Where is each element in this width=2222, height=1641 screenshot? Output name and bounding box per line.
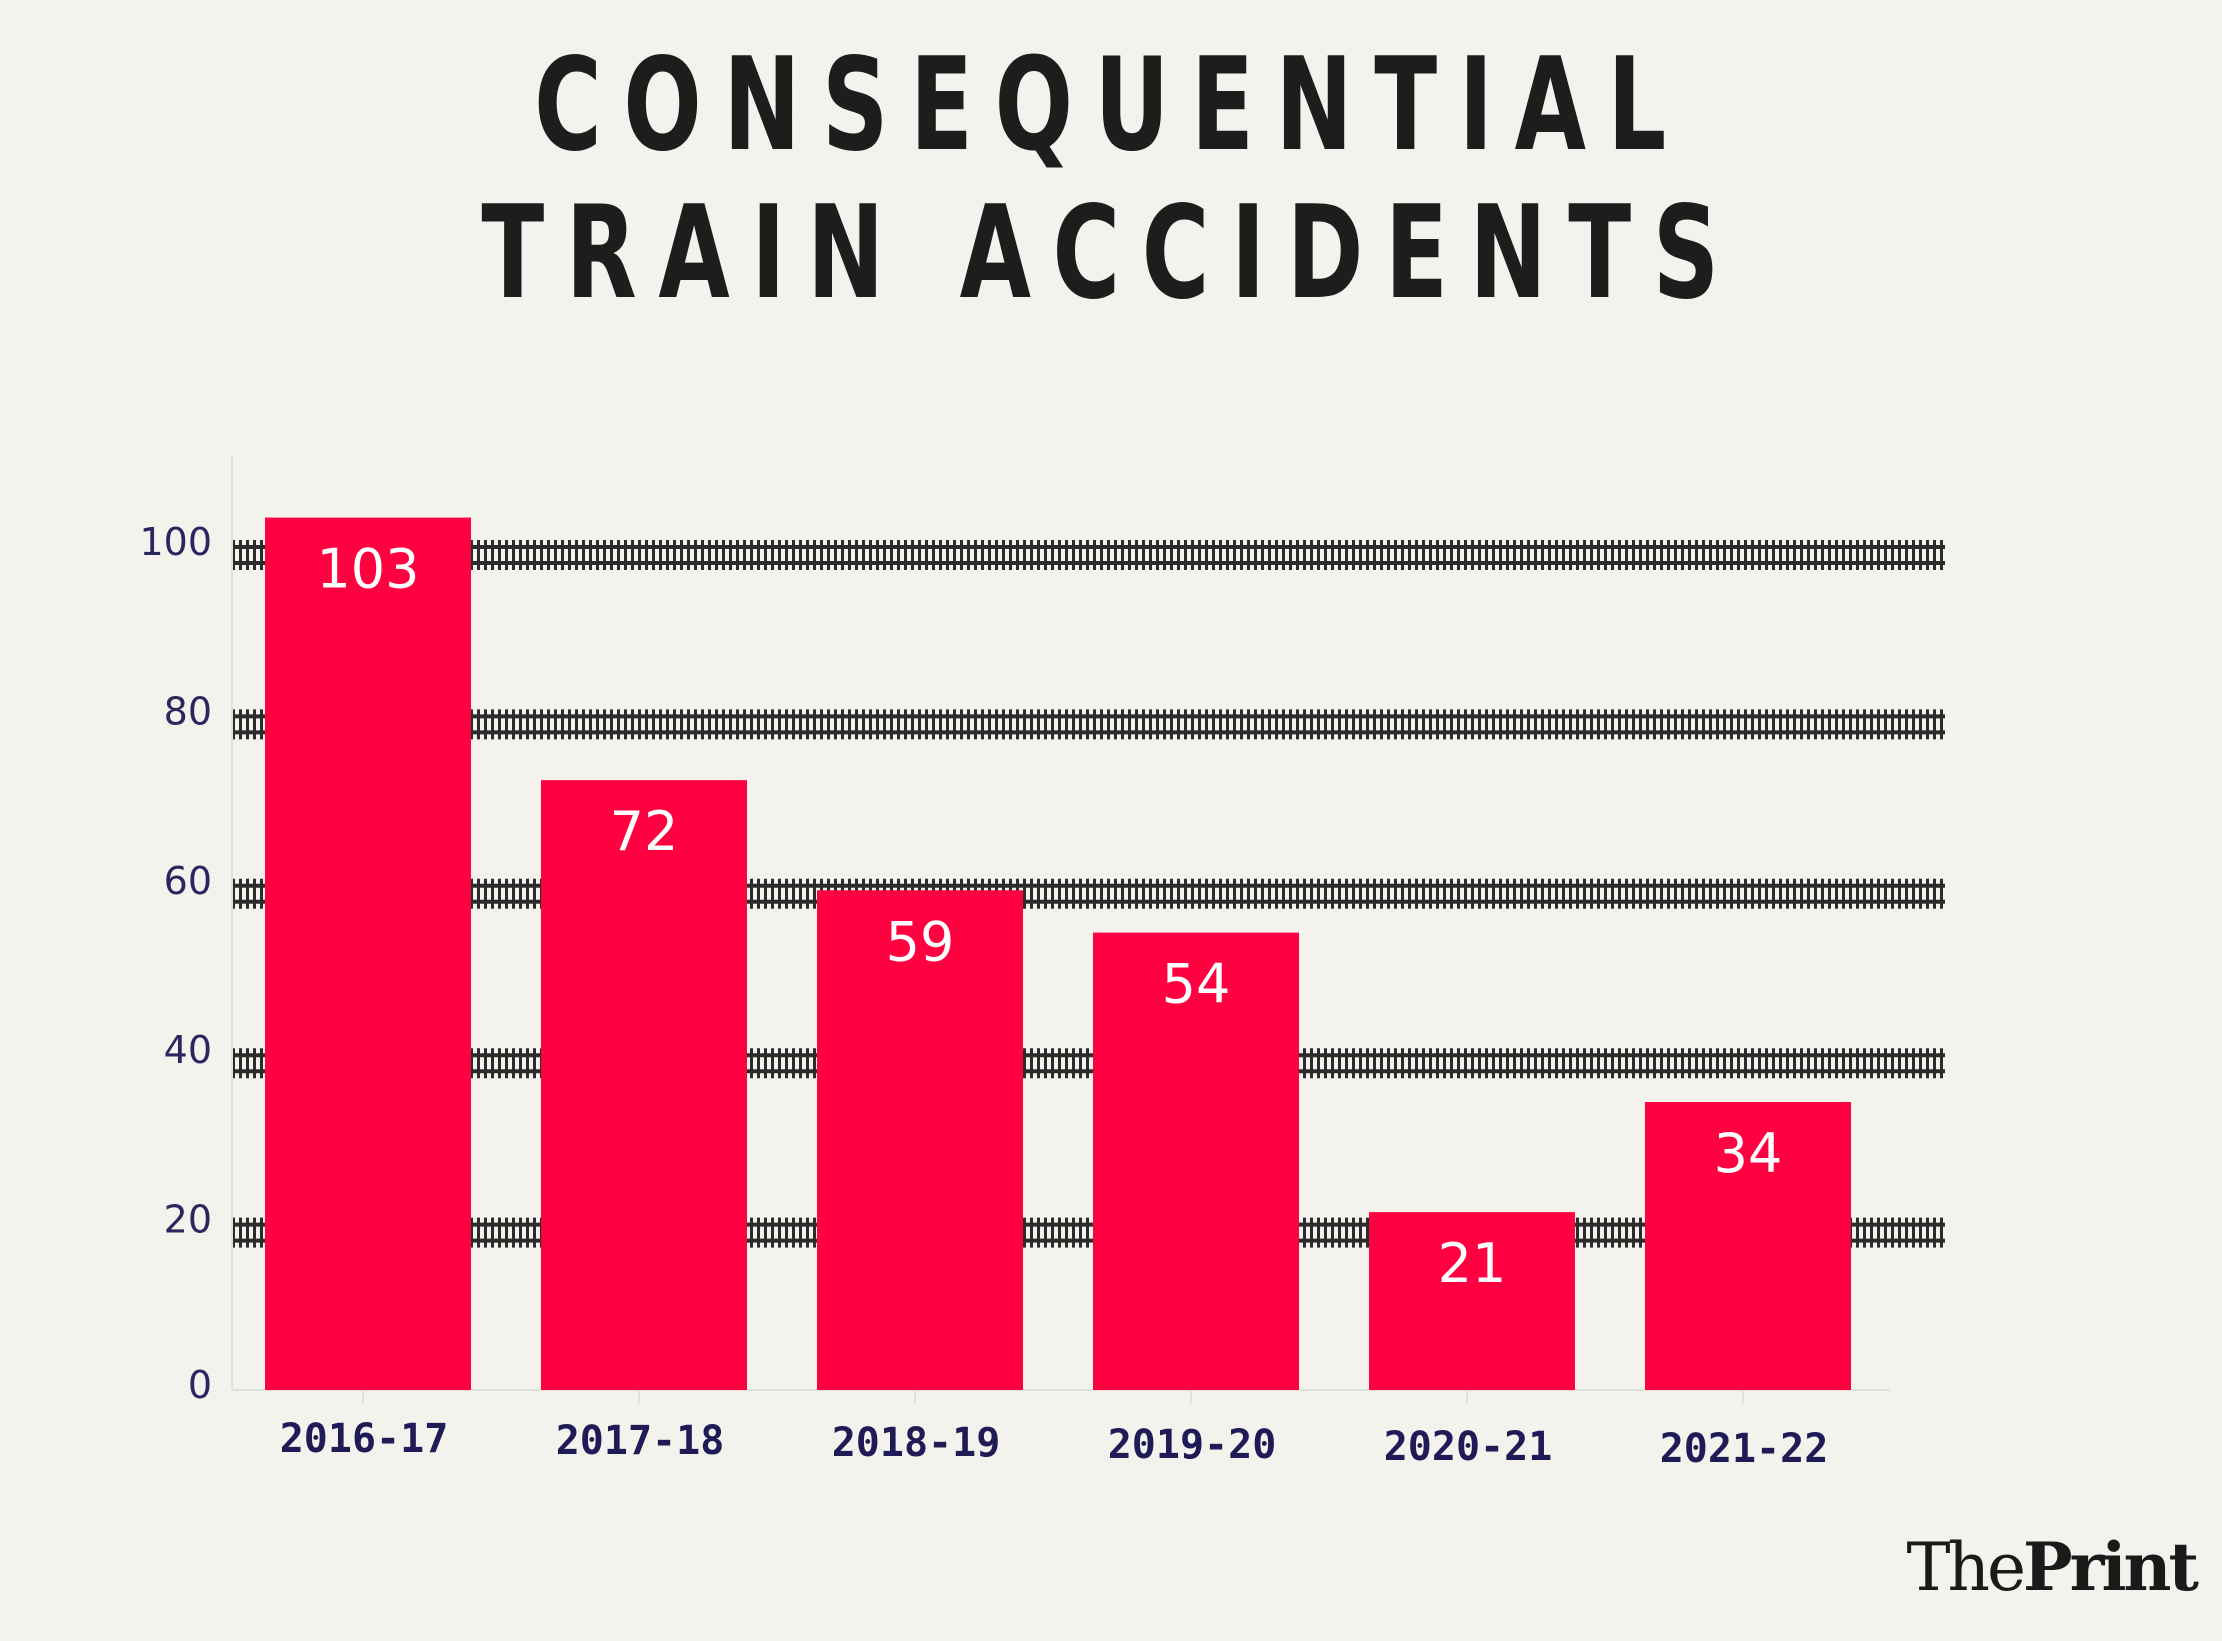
logo-print: Print	[2023, 1528, 2199, 1606]
bar-2019-20	[1093, 932, 1299, 1390]
gridline-track-40	[232, 1048, 1945, 1079]
bar-2016-17	[265, 517, 471, 1390]
logo-the: The	[1906, 1529, 2026, 1606]
data-label-2020-21: 21	[1438, 1232, 1507, 1295]
railway-gridlines	[232, 540, 1945, 1248]
data-label-2017-18: 72	[610, 800, 679, 863]
gridline-track-100	[232, 540, 1945, 570]
x-tick-label-2017-18: 2017-18	[556, 1418, 725, 1464]
bar-2020-21	[1369, 1212, 1575, 1390]
x-tick-label-2021-22: 2021-22	[1660, 1426, 1829, 1472]
bars	[265, 517, 1851, 1390]
chart-title-line-1: CONSEQUENTIAL	[534, 31, 1688, 180]
bar-2018-19	[817, 890, 1023, 1390]
data-label-2021-22: 34	[1714, 1122, 1783, 1185]
y-tick-label-20: 20	[164, 1198, 212, 1242]
data-label-2016-17: 103	[316, 538, 419, 601]
theprint-logo: ThePrint	[1906, 1534, 2199, 1601]
bar-2021-22	[1645, 1102, 1851, 1390]
bar-2017-18	[541, 780, 747, 1390]
y-tick-label-40: 40	[164, 1028, 212, 1072]
axes	[231, 455, 1890, 1404]
y-tick-label-100: 100	[139, 520, 212, 564]
x-tick-label-2020-21: 2020-21	[1384, 1424, 1553, 1470]
chart-title-line-2: TRAIN ACCIDENTS	[481, 179, 1741, 328]
data-labels: 103 72 59 54 21 34	[316, 538, 1782, 1296]
y-tick-label-60: 60	[164, 859, 212, 903]
gridline-track-60	[232, 878, 1945, 909]
y-tick-label-0: 0	[188, 1363, 212, 1407]
tick-labels: 2016-17 2017-18 2018-19 2019-20 2020-21 2021-…	[139, 520, 1828, 1472]
data-label-2018-19: 59	[886, 910, 955, 973]
y-tick-label-80: 80	[164, 689, 212, 733]
x-tick-label-2018-19: 2018-19	[832, 1420, 1001, 1466]
gridline-track-80	[232, 709, 1945, 740]
data-label-2019-20: 54	[1162, 953, 1231, 1016]
x-tick-label-2019-20: 2019-20	[1108, 1422, 1277, 1468]
x-tick-label-2016-17: 2016-17	[280, 1416, 449, 1462]
